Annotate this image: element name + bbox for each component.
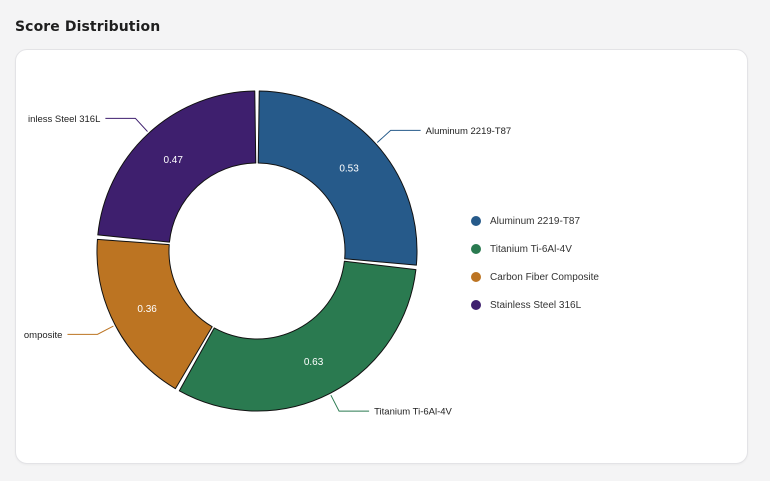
slice-value-aluminum: 0.53 bbox=[339, 163, 359, 174]
legend-item-stainless-steel[interactable]: Stainless Steel 316L bbox=[471, 291, 599, 319]
chart-card: 0.53 Aluminum 2219-T87 0.63 Titanium Ti-6Al… bbox=[15, 49, 748, 464]
legend-swatch bbox=[471, 244, 481, 254]
callout-label-titanium: Titanium Ti-6Al-4V bbox=[374, 407, 452, 418]
chart-legend: Aluminum 2219-T87 Titanium Ti-6Al-4V Car… bbox=[471, 207, 599, 319]
legend-item-carbon-fiber[interactable]: Carbon Fiber Composite bbox=[471, 263, 599, 291]
callout-label-aluminum: Aluminum 2219-T87 bbox=[426, 126, 512, 137]
legend-label: Carbon Fiber Composite bbox=[490, 271, 599, 283]
slice-stainless-steel[interactable] bbox=[97, 90, 257, 243]
donut-chart: 0.53 Aluminum 2219-T87 0.63 Titanium Ti-6Al… bbox=[24, 90, 511, 418]
legend-swatch bbox=[471, 300, 481, 310]
legend-item-aluminum[interactable]: Aluminum 2219-T87 bbox=[471, 207, 599, 235]
slices-layer bbox=[96, 90, 418, 412]
legend-item-titanium[interactable]: Titanium Ti-6Al-4V bbox=[471, 235, 599, 263]
legend-label: Titanium Ti-6Al-4V bbox=[490, 243, 572, 255]
leader-line-stainless-steel bbox=[105, 117, 148, 132]
callout-label-carbon-fiber: omposite bbox=[24, 330, 63, 341]
legend-label: Aluminum 2219-T87 bbox=[490, 215, 581, 227]
slice-aluminum[interactable] bbox=[257, 90, 418, 266]
legend-label: Stainless Steel 316L bbox=[490, 299, 582, 311]
leader-line-carbon-fiber bbox=[67, 325, 114, 335]
labels-layer: 0.53 Aluminum 2219-T87 0.63 Titanium Ti-6Al… bbox=[24, 114, 511, 418]
slice-carbon-fiber[interactable] bbox=[96, 238, 213, 390]
leaders-layer bbox=[67, 117, 421, 412]
slice-titanium[interactable] bbox=[178, 260, 417, 412]
legend-swatch bbox=[471, 272, 481, 282]
leader-line-titanium bbox=[330, 394, 370, 412]
callout-label-stainless-steel: inless Steel 316L bbox=[28, 114, 100, 125]
leader-line-aluminum bbox=[376, 129, 421, 143]
slice-value-carbon-fiber: 0.36 bbox=[137, 304, 157, 315]
page-title: Score Distribution bbox=[15, 19, 161, 35]
slice-value-titanium: 0.63 bbox=[304, 357, 324, 368]
legend-swatch bbox=[471, 216, 481, 226]
slice-value-stainless-steel: 0.47 bbox=[163, 155, 183, 166]
